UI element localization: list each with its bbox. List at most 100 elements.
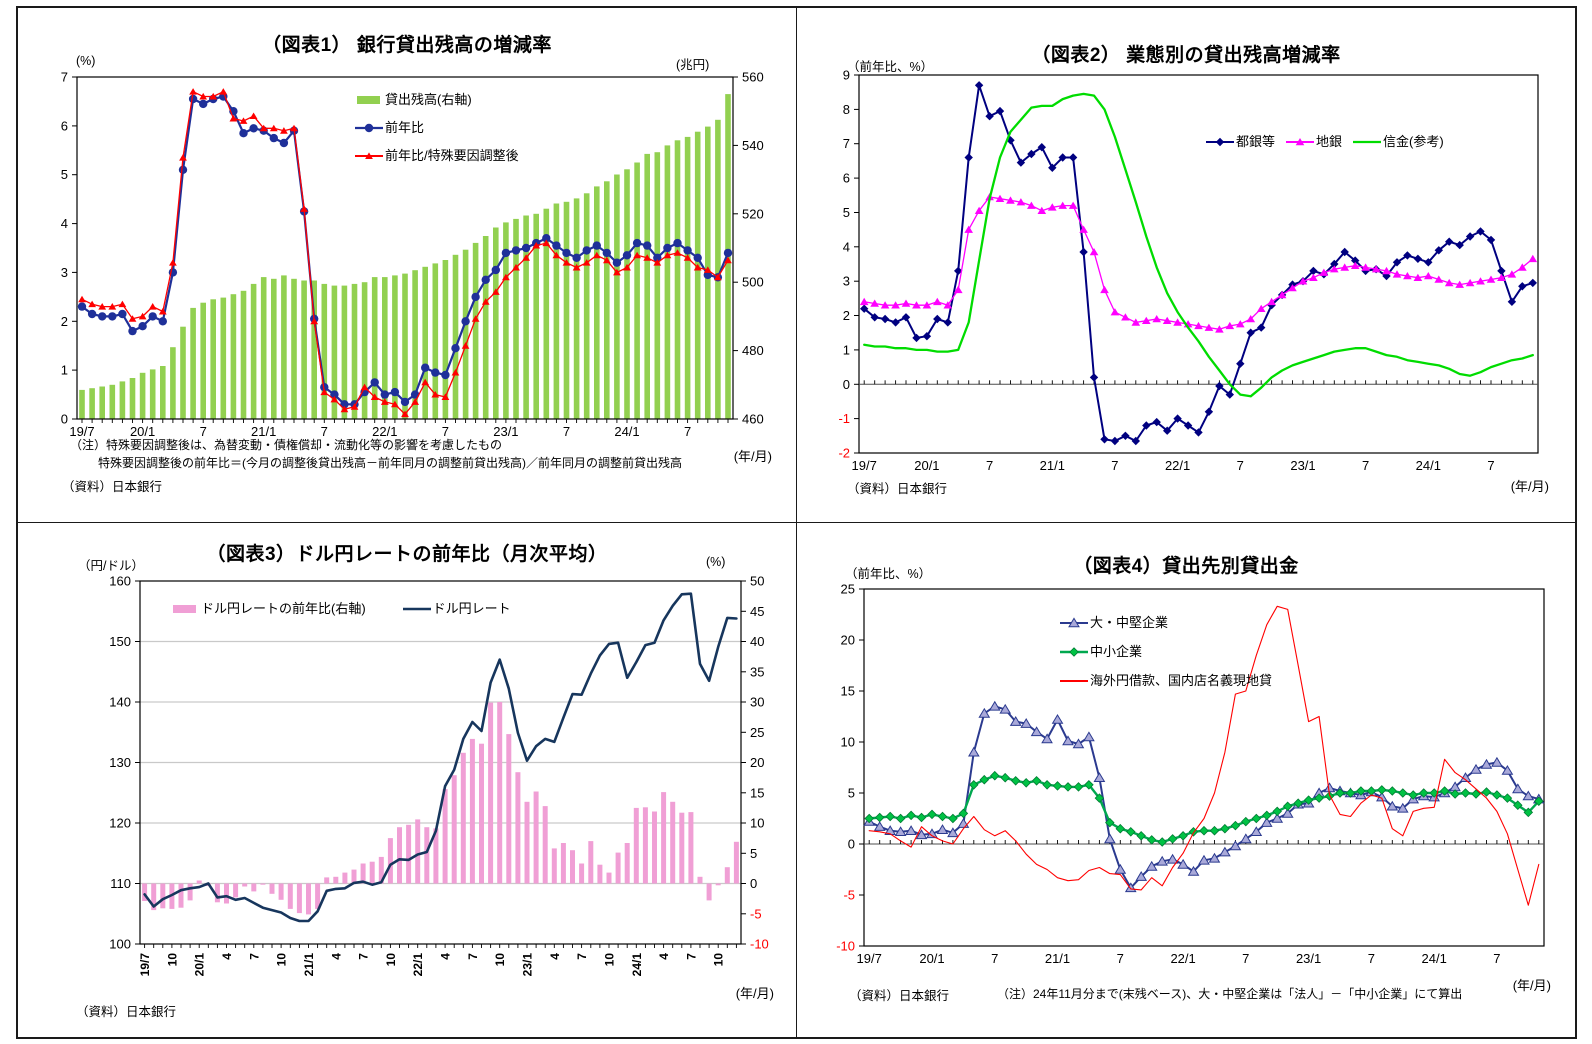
svg-text:540: 540 [742,138,764,153]
bar [287,883,293,909]
svg-text:10: 10 [712,953,726,967]
bar [233,883,239,898]
bar [684,136,691,419]
triangle-swatch-icon [355,152,383,159]
svg-text:19/7: 19/7 [857,951,882,966]
bar [251,883,257,892]
diamond-swatch-icon [1206,137,1234,147]
fig4-left-axis-unit: （前年比、%） [845,567,932,581]
bar [269,883,275,894]
bar [422,266,428,419]
svg-text:-5: -5 [750,906,762,921]
bar [615,852,621,884]
legend-item: ドル円レート [402,601,511,617]
bar [488,702,494,884]
svg-text:520: 520 [742,206,764,221]
svg-text:22/1: 22/1 [411,953,425,977]
svg-text:7: 7 [563,424,570,439]
bar [260,277,267,419]
svg-text:23/1: 23/1 [1296,951,1321,966]
triangle-swatch-icon [1060,617,1088,628]
fig3-left-axis-unit: （円/ドル） [78,559,144,573]
axis-ticks [859,588,1540,947]
legend-item: ドル円レートの前年比(右軸) [170,601,366,617]
svg-text:110: 110 [110,876,131,891]
svg-text:0: 0 [61,412,68,427]
loans-outstanding-bars [79,94,731,420]
svg-text:100: 100 [109,937,131,952]
svg-text:5: 5 [61,167,68,182]
series-label: 中小企業 [1090,644,1143,659]
svg-text:160: 160 [109,574,131,589]
bar [654,152,661,419]
bar [371,277,378,419]
bar [706,883,712,901]
fig1-note-line1: （注）特殊要因調整後は、為替変動・債権償却・流動化等の影響を考慮したもの [70,438,503,452]
legend-item: 中小企業 [1059,644,1142,660]
svg-text:2: 2 [843,308,850,323]
series-label: 大・中堅企業 [1090,615,1169,630]
panel-fig2: （図表2） 業態別の貸出残高増減率 （前年比、%） 9 8 7 6 5 4 3 2 1 0 -1 -2… [797,8,1575,522]
bar [271,278,277,419]
svg-text:-1: -1 [838,411,850,426]
fig1-note-line2: 特殊要因調整後の前年比＝(今月の調整後貸出残高－前年同月の調整前貸出残高)／前年… [98,456,682,470]
bar [196,880,202,884]
legend-item: 前年比 [354,120,424,136]
bar [670,801,676,884]
axis-ticks [72,76,738,423]
x-axis-labels: 19/7 20/1 7 21/1 7 22/1 7 23/1 7 24/1 7 [852,458,1495,473]
bar [664,145,671,419]
svg-text:20/1: 20/1 [919,951,944,966]
svg-text:22/1: 22/1 [1165,458,1190,473]
svg-text:130: 130 [109,755,131,770]
bar [220,297,227,419]
bar [79,389,85,419]
svg-text:50: 50 [750,574,764,589]
bar [661,792,667,884]
svg-text:460: 460 [742,412,764,427]
series-label: ドル円レート [432,601,511,616]
triangle-swatch-icon [1286,138,1315,146]
bar [331,285,338,419]
fig1-axis-caption: (年/月) [733,449,772,464]
bar [588,841,594,884]
bar [387,838,393,884]
fig3-title: （図表3）ドル円レートの前年比（月次平均） [206,544,608,565]
x-axis-labels: 19/7 10 20/1 4 7 10 21/1 4 7 10 22/1 4 7 10 23/1 4 7 10 24… [138,953,726,977]
svg-text:7: 7 [1117,951,1124,966]
bar [142,883,148,901]
bar [462,249,469,419]
bar [513,218,519,419]
large-mid-firms-line-markers [863,700,1545,893]
regional-banks-line [863,196,1534,330]
svg-text:0: 0 [843,377,850,392]
bar [551,848,557,884]
svg-text:6: 6 [843,171,850,186]
series-label: 地銀 [1316,134,1343,149]
svg-text:5: 5 [843,205,850,220]
bar [187,883,193,901]
svg-text:4: 4 [657,953,671,960]
bar [604,181,610,419]
bar [515,772,521,884]
usdjpy-rate-line [143,592,738,923]
bar [606,872,612,884]
bar [472,242,479,419]
fig4-axis-caption: (年/月) [1512,978,1551,993]
bar [579,863,585,884]
svg-text:7: 7 [321,424,328,439]
svg-text:7: 7 [986,458,993,473]
svg-text:7: 7 [575,953,589,960]
fig4-note: （注）24年11月分まで(末残ベース)、大・中堅企業は「法人」－「中小企業」にて… [997,987,1463,1001]
line-swatch-icon [1353,140,1382,144]
plot-frame [858,74,1539,454]
bar [573,198,580,419]
shinkin-line [863,92,1534,398]
bar [533,791,539,884]
svg-text:10: 10 [165,953,179,967]
bar [597,864,603,884]
bar [360,863,366,884]
series-label: 前年比/特殊要因調整後 [385,148,519,163]
